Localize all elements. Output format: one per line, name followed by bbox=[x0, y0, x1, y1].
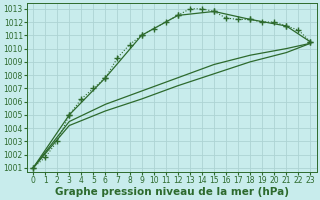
X-axis label: Graphe pression niveau de la mer (hPa): Graphe pression niveau de la mer (hPa) bbox=[55, 187, 289, 197]
